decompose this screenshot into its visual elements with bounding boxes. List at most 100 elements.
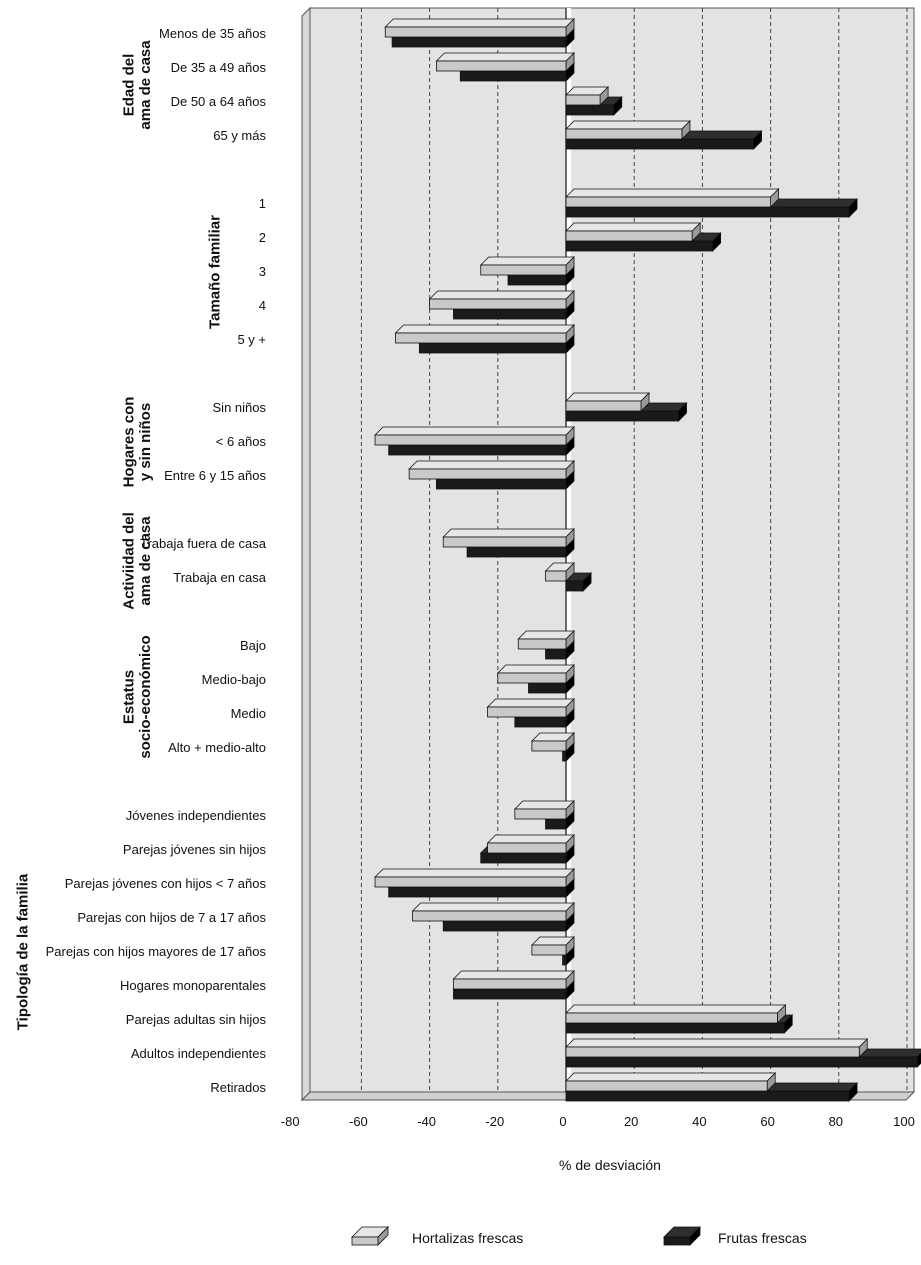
bar-top-face	[486, 834, 575, 844]
category-label: Sin niños	[213, 400, 267, 415]
bar-top-face	[408, 460, 575, 470]
bar-hortalizas	[442, 528, 575, 548]
bar-front-face	[565, 138, 754, 150]
category-label: < 6 años	[216, 434, 267, 449]
bar-hortalizas	[384, 18, 575, 38]
bar-top-face	[486, 698, 575, 708]
bar-hortalizas	[394, 324, 575, 344]
category-label: 4	[259, 298, 266, 313]
bar-top-face	[442, 528, 575, 538]
group-label-line: Estatus	[120, 670, 137, 724]
bar-hortalizas	[479, 256, 575, 276]
category-label: Bajo	[240, 638, 266, 653]
bar-front-face	[565, 104, 615, 116]
bar-top-face	[374, 868, 575, 878]
bar-top-face	[374, 426, 575, 436]
category-label: 65 y más	[213, 128, 266, 143]
legend-label: Frutas frescas	[718, 1230, 807, 1246]
bar-front-face	[388, 444, 567, 456]
category-label: De 50 a 64 años	[171, 94, 267, 109]
legend-swatch-front	[663, 1236, 691, 1246]
bar-front-face	[565, 206, 850, 218]
category-label: Medio-bajo	[202, 672, 266, 687]
bar-front-face	[453, 988, 567, 1000]
bar-top-face	[428, 290, 575, 300]
bar-front-face	[374, 434, 567, 446]
category-label: Parejas jóvenes con hijos < 7 años	[65, 876, 267, 891]
x-tick-label: 100	[893, 1114, 915, 1129]
plot-back-wall	[309, 7, 915, 1093]
category-label: Parejas con hijos mayores de 17 años	[46, 944, 267, 959]
legend-swatch	[351, 1226, 389, 1246]
bar-front-face	[391, 36, 567, 48]
bar-hortalizas	[435, 52, 575, 72]
bar-top-face	[565, 1072, 777, 1082]
bar-front-face	[497, 672, 567, 684]
bar-top-face	[517, 630, 575, 640]
bar-front-face	[565, 94, 601, 106]
bar-top-face	[479, 256, 575, 266]
bar-hortalizas	[565, 86, 610, 106]
bar-top-face	[384, 18, 575, 28]
group-label-line: Tipología de la familia	[14, 873, 31, 1030]
bar-front-face	[565, 128, 683, 140]
category-label: Hogares monoparentales	[120, 978, 266, 993]
bar-front-face	[565, 580, 584, 592]
x-tick-label: -40	[417, 1114, 436, 1129]
legend-label: Hortalizas frescas	[412, 1230, 523, 1246]
bar-front-face	[412, 910, 567, 922]
bar-front-face	[436, 478, 567, 490]
bar-hortalizas	[428, 290, 575, 310]
bar-front-face	[480, 264, 567, 276]
x-axis-title: % de desviación	[559, 1157, 661, 1173]
x-tick-label: 20	[624, 1114, 638, 1129]
bar-front-face	[565, 1056, 918, 1068]
bar-front-face	[388, 886, 567, 898]
bar-top-face	[411, 902, 575, 912]
bar-hortalizas	[408, 460, 575, 480]
group-label: Activiidad delama de casa	[120, 512, 154, 610]
category-label: Trabaja en casa	[173, 570, 267, 585]
bar-hortalizas	[513, 800, 575, 820]
bar-top-face	[565, 222, 702, 232]
group-labels: Edad delama de casa Tamaño familiar Hogare…	[14, 40, 223, 1030]
bar-front-face	[514, 716, 567, 728]
x-tick-label: -60	[349, 1114, 368, 1129]
group-label: Hogares cony sin niños	[120, 397, 154, 488]
bar-front-face	[466, 546, 567, 558]
x-tick-label: 60	[760, 1114, 774, 1129]
bar-hortalizas	[411, 902, 575, 922]
bar-front-face	[395, 332, 567, 344]
bar-hortalizas	[565, 120, 691, 140]
x-axis-ticks: -80 -60 -40 -20 0 20 40 60 80 100	[281, 1114, 915, 1129]
plot-side-wall	[301, 6, 311, 1102]
bar-top-face	[513, 800, 575, 810]
category-labels: Menos de 35 años De 35 a 49 años De 50 a 6…	[46, 26, 267, 1095]
category-label: Alto + medio-alto	[168, 740, 266, 755]
category-label: Entre 6 y 15 años	[164, 468, 266, 483]
bar-front-face	[565, 1012, 778, 1024]
x-tick-label: 0	[559, 1114, 566, 1129]
bar-front-face	[565, 1046, 860, 1058]
group-label: Edad delama de casa	[120, 40, 154, 130]
x-tick-label: 80	[829, 1114, 843, 1129]
group-label: Tamaño familiar	[206, 215, 223, 329]
group-label-line: socio-económico	[137, 635, 154, 758]
category-label: De 35 a 49 años	[171, 60, 267, 75]
bar-hortalizas	[544, 562, 575, 582]
category-label: Jóvenes independientes	[126, 808, 267, 823]
group-label-line: Tamaño familiar	[206, 215, 223, 329]
bar-hortalizas	[565, 222, 702, 242]
bar-top-face	[496, 664, 575, 674]
x-tick-label: 40	[692, 1114, 706, 1129]
category-label: Parejas jóvenes sin hijos	[123, 842, 267, 857]
category-label: Parejas adultas sin hijos	[126, 1012, 267, 1027]
bar-front-face	[528, 682, 567, 694]
bar-front-face	[507, 274, 567, 286]
bar-hortalizas	[517, 630, 575, 650]
bar-front-face	[453, 308, 567, 320]
group-label-line: Edad del	[120, 54, 137, 117]
bar-hortalizas	[565, 1072, 777, 1092]
bar-front-face	[374, 876, 567, 888]
